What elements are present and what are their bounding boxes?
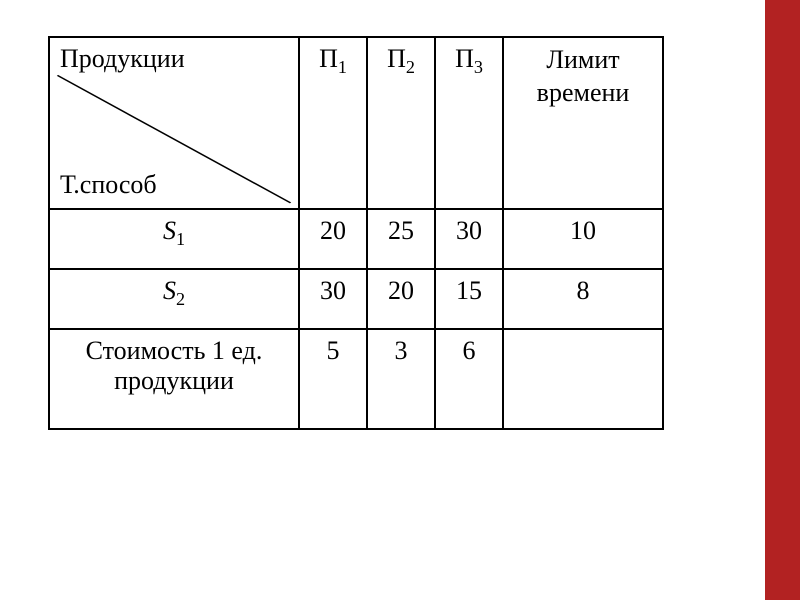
table-row: S2 30 20 15 8 xyxy=(49,269,663,329)
cell-value: 30 xyxy=(435,209,503,269)
table-container: Продукции Т.способ П1 П2 П3 Лимит времен… xyxy=(48,36,664,430)
col-header-limit: Лимит времени xyxy=(503,37,663,209)
cell-value: 30 xyxy=(299,269,367,329)
cell-value: 15 xyxy=(435,269,503,329)
col-header-limit-line1: Лимит xyxy=(546,45,619,74)
row-label-sub: 2 xyxy=(176,289,185,309)
diagonal-header-cell: Продукции Т.способ xyxy=(49,37,299,209)
col-header-limit-line2: времени xyxy=(537,78,630,107)
cost-row-label-line2: продукции xyxy=(114,366,234,395)
row-label-base: S xyxy=(163,276,176,305)
col-header-p1-base: П xyxy=(319,44,338,73)
col-header-p1-sub: 1 xyxy=(338,57,347,77)
accent-bar xyxy=(765,0,800,600)
diag-top-label: Продукции xyxy=(60,44,185,74)
table-header-row: Продукции Т.способ П1 П2 П3 Лимит времен… xyxy=(49,37,663,209)
cell-value: 5 xyxy=(299,329,367,429)
cost-row-label: Стоимость 1 ед. продукции xyxy=(49,329,299,429)
row-label-cell: S2 xyxy=(49,269,299,329)
col-header-p2-sub: 2 xyxy=(406,57,415,77)
col-header-p3-sub: 3 xyxy=(474,57,483,77)
row-label-base: S xyxy=(163,216,176,245)
table-row: S1 20 25 30 10 xyxy=(49,209,663,269)
cell-value: 8 xyxy=(503,269,663,329)
data-table: Продукции Т.способ П1 П2 П3 Лимит времен… xyxy=(48,36,664,430)
cell-value: 25 xyxy=(367,209,435,269)
col-header-p3-base: П xyxy=(455,44,474,73)
table-cost-row: Стоимость 1 ед. продукции 5 3 6 xyxy=(49,329,663,429)
col-header-p2-base: П xyxy=(387,44,406,73)
diag-bottom-label: Т.способ xyxy=(60,170,157,200)
col-header-p3: П3 xyxy=(435,37,503,209)
cell-value xyxy=(503,329,663,429)
col-header-p2: П2 xyxy=(367,37,435,209)
cell-value: 20 xyxy=(367,269,435,329)
cost-row-label-line1: Стоимость 1 ед. xyxy=(86,336,263,365)
row-label-sub: 1 xyxy=(176,229,185,249)
cell-value: 20 xyxy=(299,209,367,269)
cell-value: 10 xyxy=(503,209,663,269)
row-label-cell: S1 xyxy=(49,209,299,269)
col-header-p1: П1 xyxy=(299,37,367,209)
cell-value: 6 xyxy=(435,329,503,429)
cell-value: 3 xyxy=(367,329,435,429)
